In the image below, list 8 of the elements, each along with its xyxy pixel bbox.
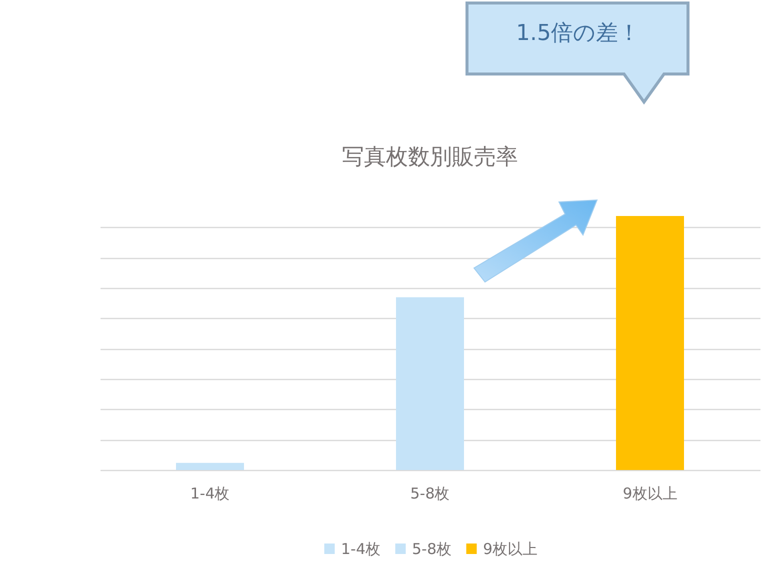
x-tick-label: 5-8枚 <box>410 484 450 502</box>
text: 1.5倍の差！ <box>515 20 641 48</box>
x-tick-label: 1-4枚 <box>190 484 230 502</box>
chart-title: 写真枚数別販売率 <box>342 145 518 170</box>
x-tick-label: 9枚以上 <box>622 484 678 502</box>
legend-label: 9枚以上 <box>483 540 538 558</box>
legend-label: 5-8枚 <box>412 540 452 558</box>
legend-label: 1-4枚 <box>341 540 380 558</box>
